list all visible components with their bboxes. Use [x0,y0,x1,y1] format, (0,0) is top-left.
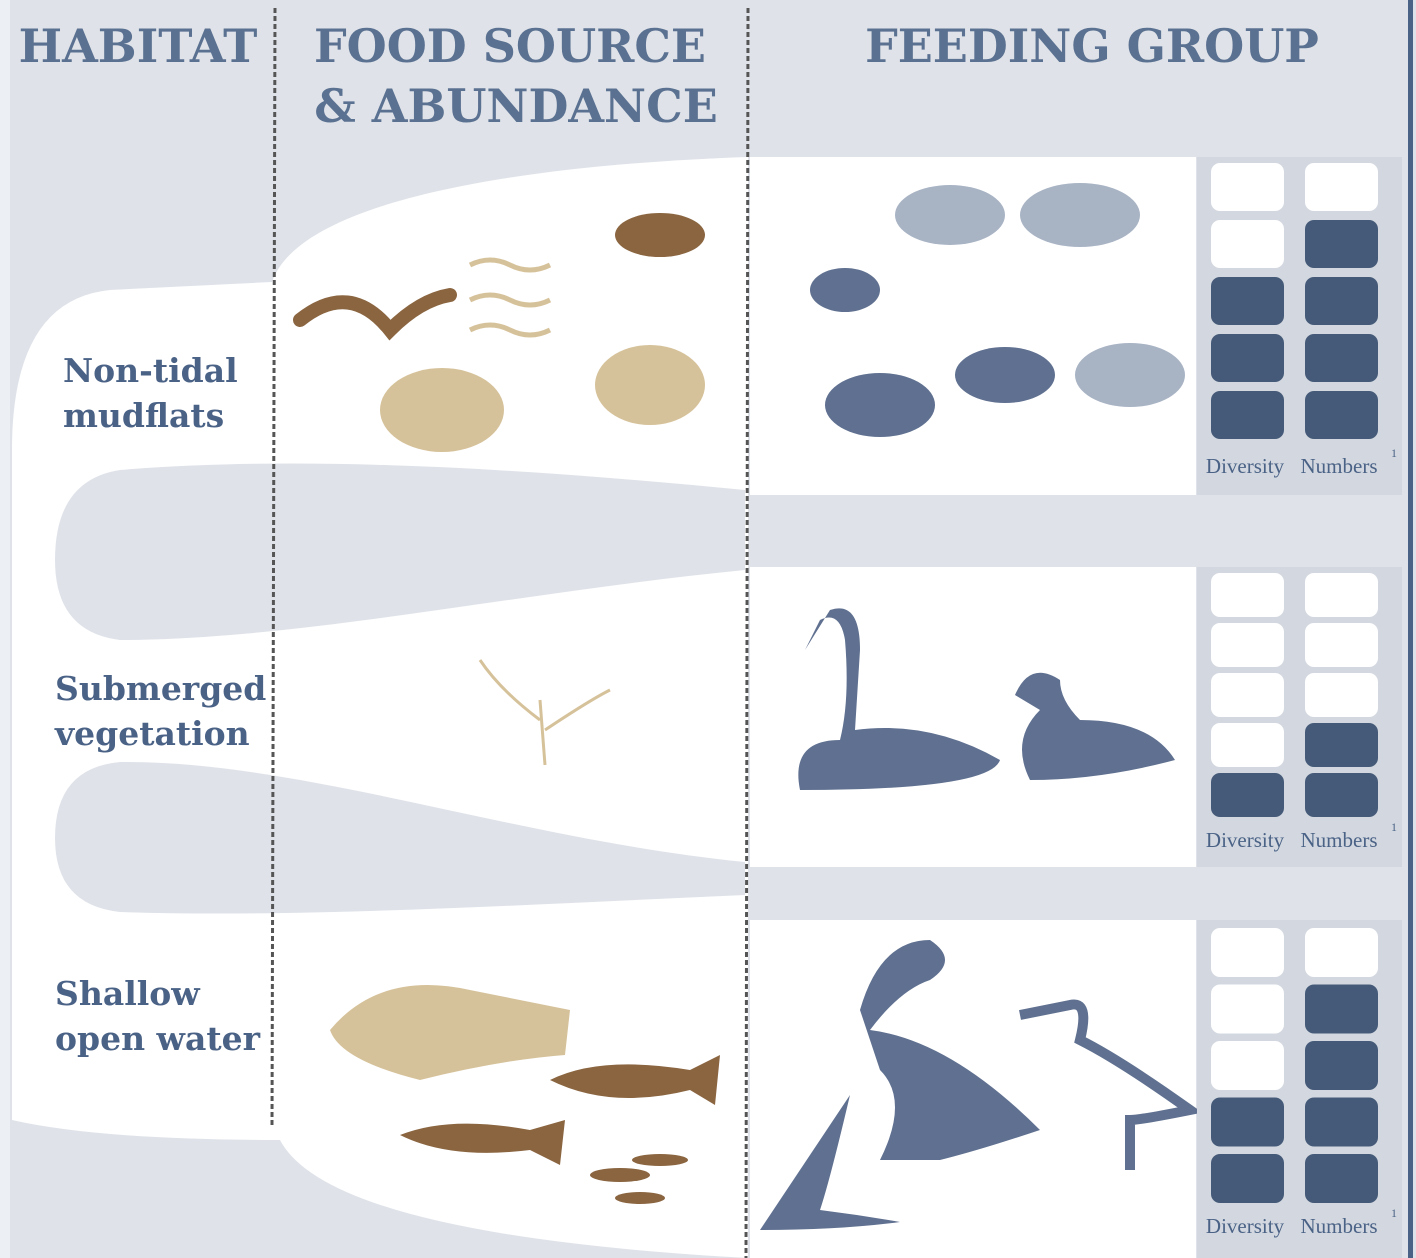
numbers-box [1305,334,1378,382]
numbers-box [1305,163,1378,211]
header: HABITAT [19,19,258,73]
diversity-box [1211,1154,1284,1203]
habitat-label: Shallow [55,974,201,1013]
diversity-box [1211,928,1284,977]
numbers-box [1305,773,1378,817]
header: & ABUNDANCE [314,79,718,133]
header: FEEDING GROUP [865,19,1319,73]
footnote-mark: 1 [1391,820,1397,834]
diversity-box [1211,277,1284,325]
diversity-label: Diversity [1206,828,1285,852]
diversity-box [1211,220,1284,268]
diversity-box [1211,673,1284,717]
diversity-label: Diversity [1206,1214,1285,1238]
diversity-label: Diversity [1206,454,1285,478]
numbers-box [1305,573,1378,617]
habitat-label: Submerged [55,669,266,708]
left-edge [0,0,10,1258]
numbers-label: Numbers [1301,454,1378,478]
diversity-box [1211,1041,1284,1090]
numbers-box [1305,723,1378,767]
habitat-label: mudflats [63,396,224,435]
numbers-box [1305,391,1378,439]
numbers-box [1305,1098,1378,1147]
numbers-box [1305,220,1378,268]
infographic: HABITAT FOOD SOURCE & ABUNDANCE FEEDING … [0,0,1416,1258]
numbers-box [1305,673,1378,717]
diversity-box [1211,391,1284,439]
footnote-mark: 1 [1391,446,1397,460]
habitat-label: open water [55,1019,261,1058]
numbers-label: Numbers [1301,1214,1378,1238]
numbers-box [1305,277,1378,325]
diversity-box [1211,334,1284,382]
diversity-box [1211,985,1284,1034]
habitat-label: Non-tidal [63,351,238,390]
diversity-box [1211,773,1284,817]
footnote-mark: 1 [1391,1206,1397,1220]
numbers-box [1305,928,1378,977]
header: FOOD SOURCE [314,19,706,73]
numbers-label: Numbers [1301,828,1378,852]
numbers-box [1305,1154,1378,1203]
habitat-label: vegetation [54,714,250,753]
diversity-box [1211,623,1284,667]
diversity-box [1211,1098,1284,1147]
diversity-box [1211,723,1284,767]
numbers-box [1305,985,1378,1034]
numbers-box [1305,1041,1378,1090]
diversity-box [1211,163,1284,211]
diversity-box [1211,573,1284,617]
right-rule [1408,0,1413,1258]
panel [750,567,1196,867]
numbers-box [1305,623,1378,667]
